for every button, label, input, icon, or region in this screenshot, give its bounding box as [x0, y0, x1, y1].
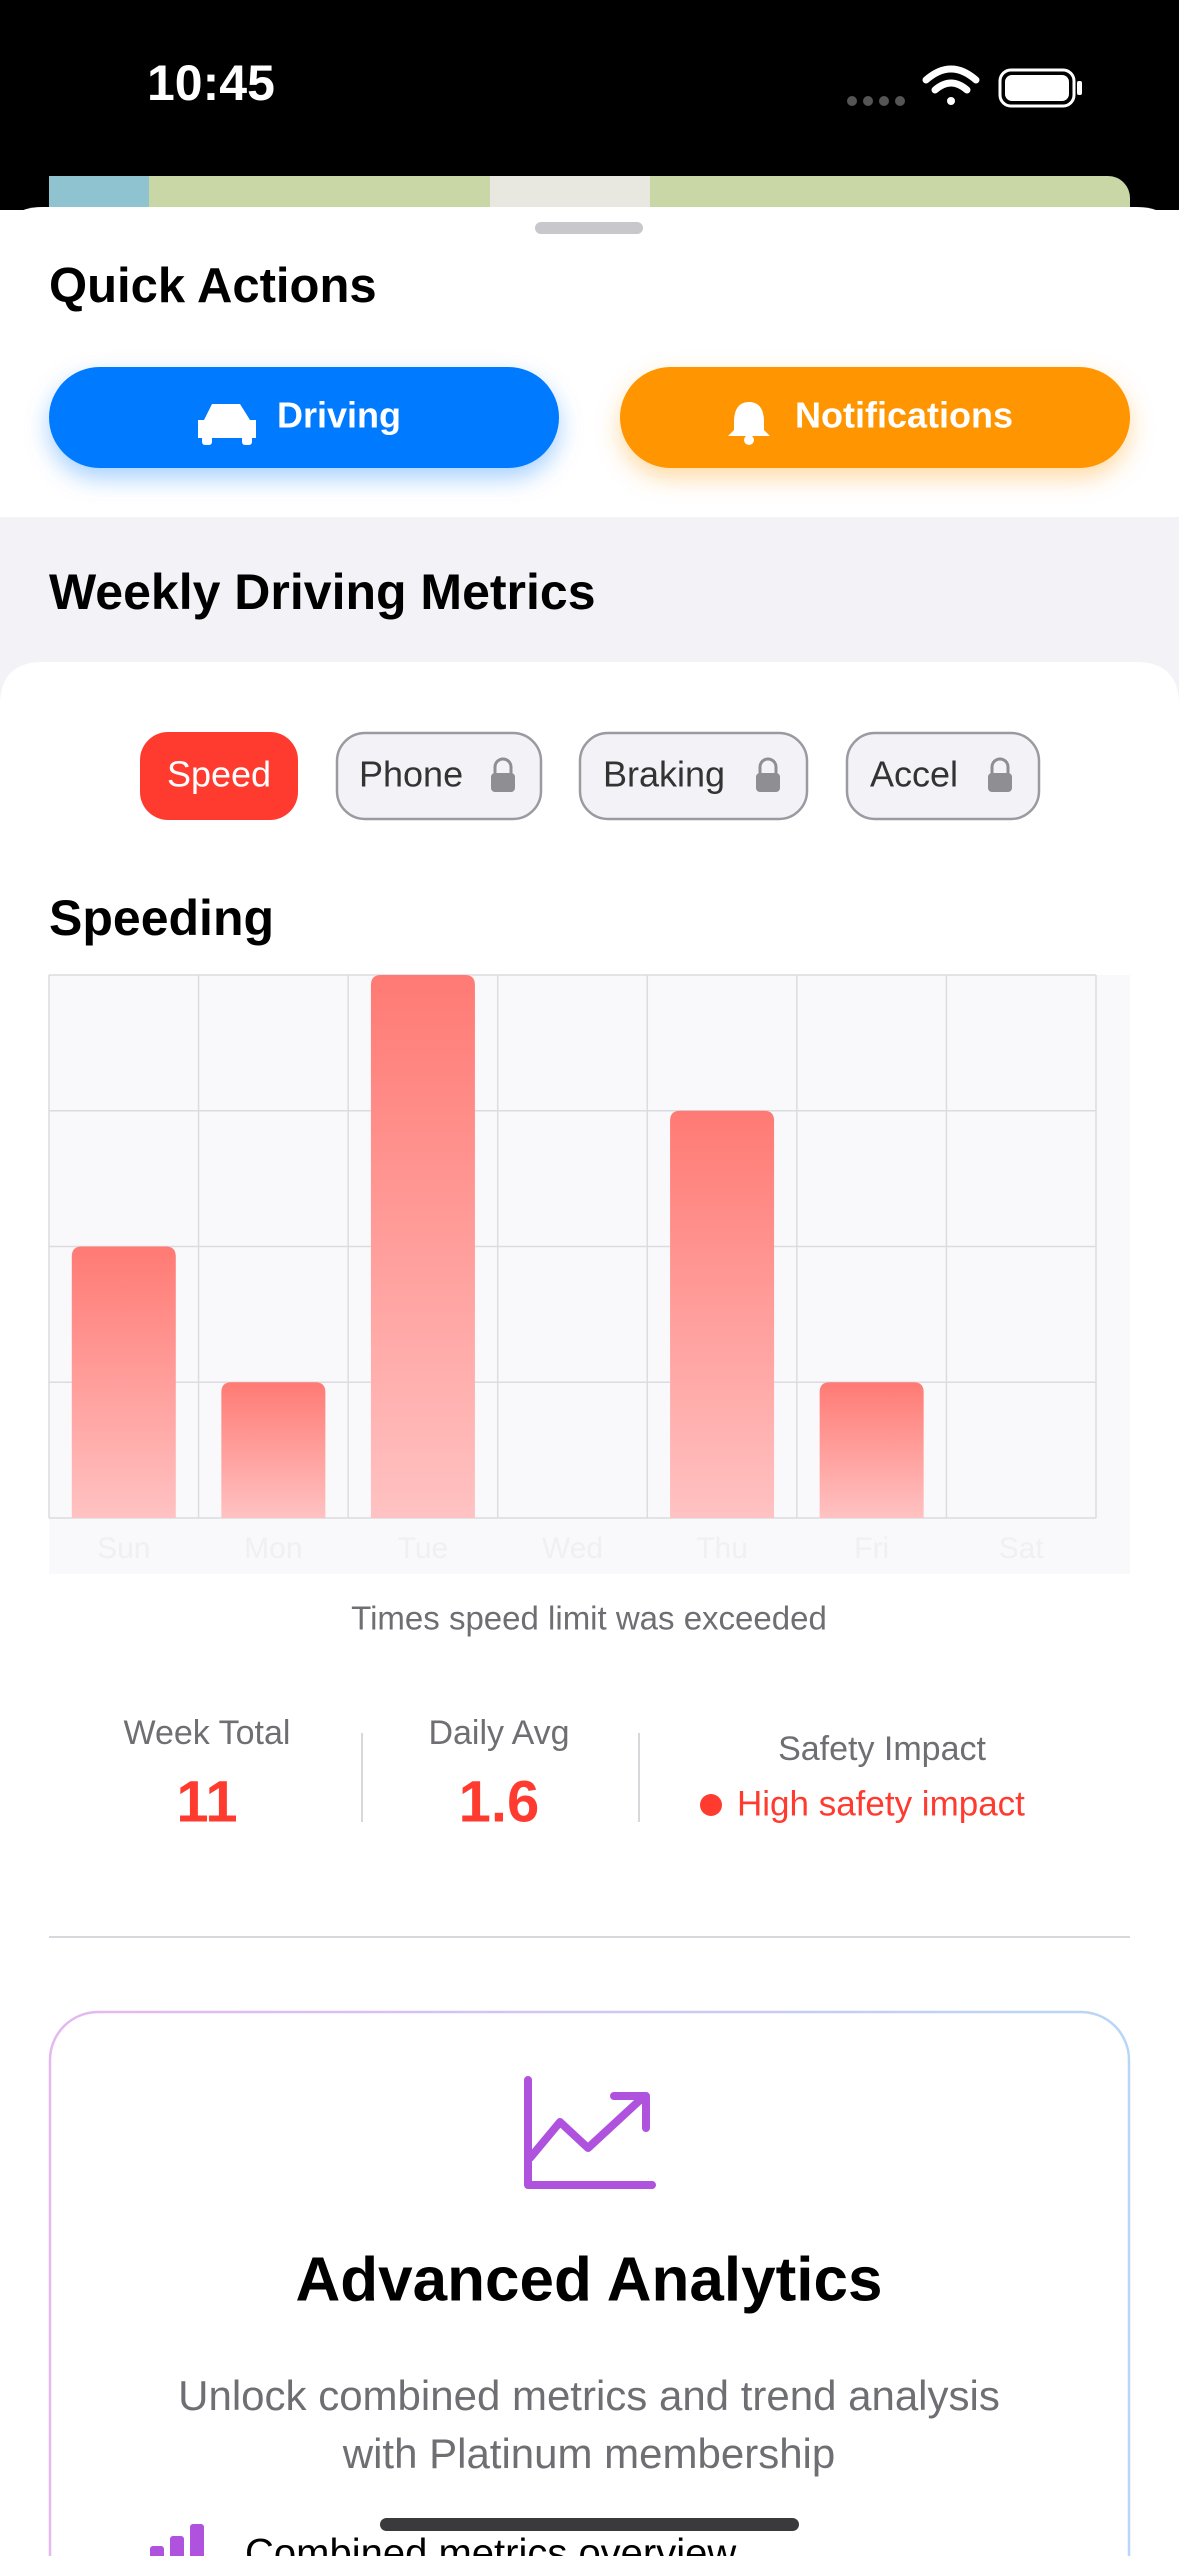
chart-title: Speeding	[49, 890, 274, 946]
bar	[71, 1246, 176, 1518]
time: 10:45	[147, 55, 275, 111]
feature-item: Combined metrics overview	[245, 2532, 736, 2556]
promo-card[interactable]	[48, 2010, 1131, 2556]
button-label[interactable]: Notifications	[795, 395, 1013, 436]
button-bg[interactable]	[49, 367, 559, 468]
bell-icon	[728, 402, 770, 445]
safety-status: High safety impact	[737, 1784, 1025, 1823]
tab-speed[interactable]: Speed	[140, 732, 298, 820]
x-tick-label: Sun	[97, 1532, 150, 1565]
tab-label[interactable]: Phone	[359, 754, 463, 795]
tab-accel[interactable]: Accel	[845, 731, 1041, 821]
promo-subtitle: with Platinum membership	[342, 2430, 836, 2477]
stat-value: 11	[176, 1769, 237, 1834]
promo-title: Advanced Analytics	[296, 2245, 883, 2314]
home-indicator	[380, 2518, 799, 2531]
button-label[interactable]: Driving	[277, 395, 401, 436]
notifications-button[interactable]: Notifications	[620, 367, 1130, 468]
bar	[370, 975, 475, 1518]
promo-subtitle: Unlock combined metrics and trend analys…	[178, 2372, 1000, 2419]
tab-bg[interactable]	[845, 731, 1041, 821]
stat-label: Week Total	[124, 1714, 291, 1752]
battery	[998, 68, 1082, 108]
tab-bg[interactable]	[140, 732, 298, 820]
tab-label[interactable]: Speed	[167, 754, 271, 795]
wifi	[922, 65, 980, 105]
stat-label: Daily Avg	[428, 1714, 569, 1752]
stat-value: 1.6	[459, 1769, 540, 1834]
tab-bg[interactable]	[335, 731, 543, 821]
tab-bg[interactable]	[578, 731, 809, 821]
tab-label[interactable]: Braking	[603, 754, 725, 795]
trend-icon	[524, 2076, 656, 2189]
chart-caption: Times speed limit was exceeded	[351, 1600, 827, 1637]
feature-icon	[150, 2524, 204, 2556]
bar	[670, 1110, 775, 1518]
bar	[819, 1382, 924, 1518]
chart: Sun Mon Tue Wed Thu Fri Sat	[48, 974, 1097, 1565]
bar	[221, 1382, 326, 1518]
x-tick-label: Sat	[999, 1532, 1045, 1565]
x-tick-label: Wed	[542, 1532, 603, 1565]
chart-background	[49, 975, 1130, 1574]
status-dot	[700, 1794, 722, 1816]
tab-phone[interactable]: Phone	[335, 731, 543, 821]
signal	[847, 96, 905, 106]
x-tick-label: Thu	[696, 1532, 748, 1565]
x-tick-label: Tue	[398, 1532, 449, 1565]
lock-icon	[988, 757, 1012, 792]
lock-icon	[756, 757, 780, 792]
stat-label: Safety Impact	[778, 1730, 986, 1768]
driving-button[interactable]: Driving	[49, 367, 559, 468]
section-title: Weekly Driving Metrics	[49, 564, 596, 620]
sheet-handle[interactable]	[535, 222, 643, 234]
car-icon	[198, 404, 256, 445]
lock-icon	[491, 757, 515, 792]
tab-braking[interactable]: Braking	[578, 731, 809, 821]
status-bar	[0, 0, 1179, 210]
section-title: Quick Actions	[49, 259, 377, 313]
x-tick-label: Mon	[244, 1532, 302, 1565]
tab-label[interactable]: Accel	[870, 754, 958, 795]
x-tick-label: Fri	[854, 1532, 889, 1565]
